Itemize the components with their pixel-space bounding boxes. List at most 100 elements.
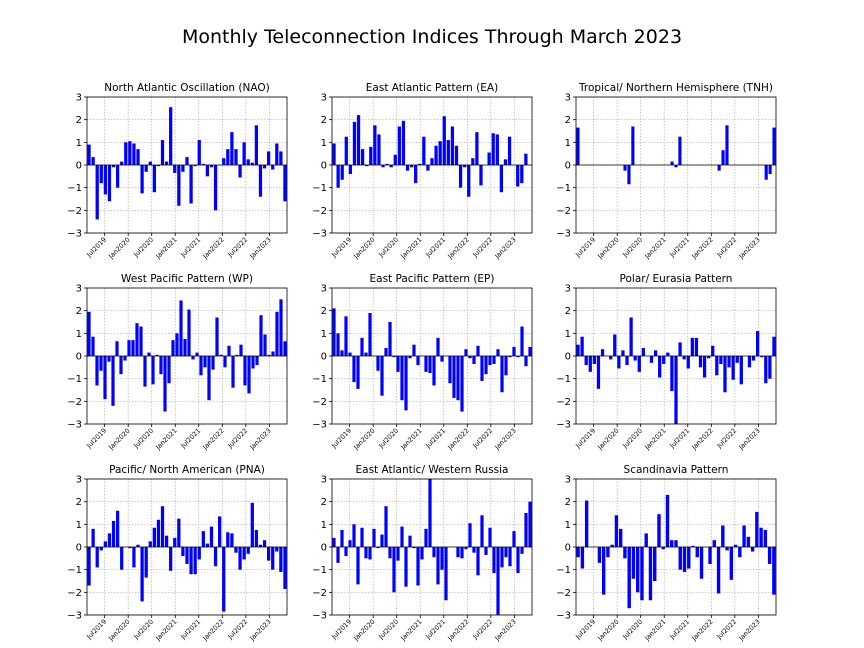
y-tick-label: −1 <box>67 183 82 194</box>
x-tick-label: Jul2019 <box>329 236 353 260</box>
x-tick-label: Jul2020 <box>621 618 645 642</box>
bar <box>120 547 124 570</box>
bar <box>169 107 173 165</box>
bar <box>203 356 207 368</box>
x-tick-label: Jan2020 <box>351 618 376 643</box>
bar <box>263 334 267 356</box>
bar <box>392 356 396 358</box>
x-tick-label: Jul2021 <box>179 618 203 642</box>
bar <box>177 518 181 547</box>
bar <box>670 161 674 165</box>
panel-title: East Pacific Pattern (EP) <box>370 273 495 285</box>
bar <box>674 165 678 168</box>
bar <box>267 354 271 356</box>
bar <box>238 165 242 178</box>
bar <box>340 165 344 180</box>
bar <box>239 344 243 356</box>
bar <box>488 527 492 547</box>
bar <box>119 356 123 375</box>
bar <box>213 165 218 211</box>
bar <box>91 336 95 356</box>
bar <box>627 165 631 185</box>
panel-3: West Pacific Pattern (WP) −3 −2 −1 0 1 2 3 Jul20… <box>67 273 288 452</box>
bar <box>283 165 287 202</box>
bar <box>352 121 357 165</box>
bar <box>503 159 508 165</box>
bar <box>528 346 532 356</box>
bar <box>360 149 365 165</box>
bar <box>759 527 763 547</box>
bar <box>401 120 406 165</box>
y-tick-label: 0 <box>565 543 571 554</box>
bar <box>731 356 735 380</box>
bar <box>384 348 388 356</box>
bar <box>207 356 211 401</box>
bar <box>169 547 173 571</box>
x-tick-label: Jan2022 <box>201 618 226 643</box>
axes-frame <box>86 287 288 425</box>
x-tick-label: Jul2019 <box>84 618 108 642</box>
x-tick-label: Jan2022 <box>690 427 715 452</box>
panel-2: Tropical/ Northern Hemisphere (TNH) −3 −2 −… <box>556 82 777 261</box>
bar <box>661 547 665 550</box>
bar <box>167 356 171 384</box>
bar <box>476 547 480 576</box>
bar <box>528 501 532 547</box>
bar <box>500 356 504 393</box>
bar <box>623 547 627 559</box>
bar <box>124 142 128 165</box>
panel-title: North Atlantic Oscillation (NAO) <box>104 82 269 94</box>
bar <box>160 506 165 547</box>
y-tick-label: −2 <box>556 588 571 599</box>
bar <box>195 352 199 356</box>
bar <box>723 356 727 393</box>
bar <box>103 165 107 195</box>
bar <box>686 356 690 369</box>
x-tick-label: Jul2021 <box>179 236 203 260</box>
bar <box>480 356 484 381</box>
bar <box>364 547 368 559</box>
bar <box>495 134 499 165</box>
bar <box>747 356 752 368</box>
bar <box>132 143 136 165</box>
bar <box>516 356 520 358</box>
axes-frame <box>575 96 777 234</box>
y-tick-label: 3 <box>565 284 571 295</box>
bar <box>597 547 602 563</box>
bar <box>211 356 215 370</box>
bar <box>185 547 189 564</box>
bar <box>215 317 219 356</box>
bar <box>670 540 674 547</box>
y-tick-label: 1 <box>76 138 82 149</box>
bar <box>727 356 731 368</box>
bar <box>702 356 707 378</box>
bar <box>377 134 381 165</box>
bar <box>739 356 743 385</box>
bar <box>508 356 512 358</box>
bar <box>488 356 492 366</box>
bar <box>424 528 428 547</box>
y-tick-label: 2 <box>76 115 82 126</box>
bar <box>729 547 734 580</box>
x-tick-label: Jan2022 <box>690 236 715 261</box>
bar <box>576 344 580 356</box>
bar <box>408 356 412 359</box>
y-tick-label: 0 <box>76 161 82 172</box>
bar <box>468 356 472 359</box>
bar <box>504 356 508 376</box>
x-tick-label: Jul2020 <box>377 427 401 451</box>
bar <box>246 159 250 165</box>
bar <box>430 158 434 165</box>
bar <box>107 165 112 202</box>
bar <box>271 165 275 170</box>
x-tick-label: Jan2022 <box>201 427 226 452</box>
y-tick-label: −1 <box>312 374 327 385</box>
bar <box>352 524 356 547</box>
bar <box>434 145 438 165</box>
bar <box>218 516 222 547</box>
x-tick-label: Jan2020 <box>595 427 620 452</box>
bar <box>496 349 500 356</box>
bar <box>458 165 463 188</box>
bar <box>159 356 163 375</box>
